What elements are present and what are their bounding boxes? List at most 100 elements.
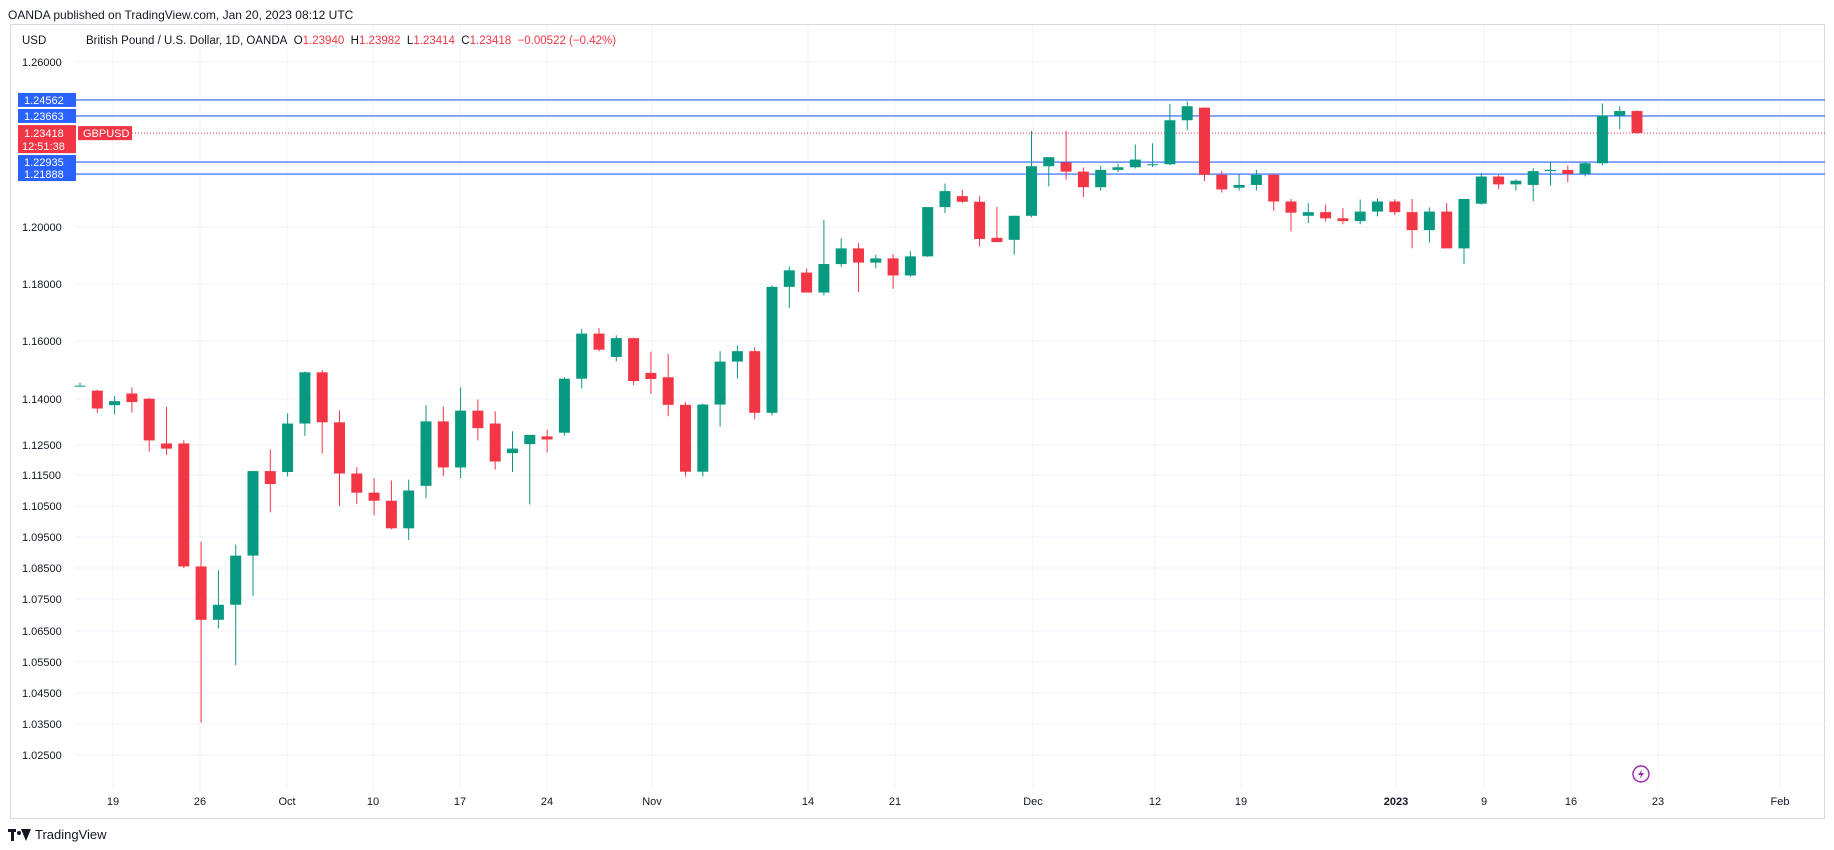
candle	[610, 335, 622, 362]
x-tick-label: 9	[1481, 796, 1487, 808]
level-tag: 1.22935	[24, 157, 64, 169]
candle-body	[1181, 106, 1193, 121]
candle	[939, 183, 951, 213]
candle	[1423, 207, 1435, 243]
candle-body	[541, 436, 553, 440]
x-tick-label: 21	[889, 796, 901, 808]
candle-body	[212, 604, 224, 620]
candle-body	[818, 264, 830, 293]
candle	[1545, 162, 1556, 186]
x-tick-label: 26	[194, 796, 206, 808]
candle-body	[1372, 201, 1383, 212]
candle	[904, 251, 916, 277]
candle-body	[853, 248, 864, 263]
candle-body	[299, 372, 311, 424]
candle-body	[939, 191, 951, 208]
candle	[472, 399, 484, 441]
candle-body	[1441, 211, 1453, 249]
candle	[178, 440, 190, 568]
candle	[680, 402, 691, 477]
candle	[662, 354, 674, 417]
high-label: H	[350, 35, 359, 47]
candle-body	[1458, 198, 1470, 249]
candle	[887, 254, 899, 289]
candle-body	[368, 492, 380, 501]
candle	[109, 396, 121, 415]
level-tag: 1.21888	[24, 169, 64, 181]
candle-body	[1285, 201, 1297, 213]
candle-body	[1095, 169, 1107, 188]
candle-body	[1008, 215, 1020, 240]
candle	[801, 268, 813, 293]
candle-body	[1406, 212, 1418, 231]
candle-body	[887, 258, 899, 276]
candle-body	[680, 404, 691, 472]
candle	[645, 351, 657, 394]
candle	[922, 207, 934, 257]
candle-body	[576, 333, 588, 379]
level-tag-bg	[18, 92, 76, 107]
candle-body	[1527, 171, 1539, 185]
lightning-icon[interactable]	[1632, 765, 1650, 783]
candles-layer	[74, 101, 1643, 723]
candle-body	[1199, 107, 1210, 175]
candle-body	[109, 401, 121, 406]
level-tag-bg	[18, 155, 76, 170]
level-tag: 1.24562	[24, 95, 64, 107]
candle-body	[282, 423, 294, 472]
candle-body	[316, 372, 328, 423]
x-tick-label: 23	[1652, 796, 1664, 808]
candle	[1458, 198, 1470, 265]
candle-body	[870, 258, 882, 263]
candle	[1268, 173, 1280, 211]
low-value: 1.23414	[413, 35, 455, 47]
y-tick-label: 1.18000	[22, 279, 62, 291]
candle-body	[1631, 111, 1643, 133]
candle	[766, 285, 778, 416]
high-value: 1.23982	[358, 35, 401, 47]
publication-attribution: OANDA published on TradingView.com, Jan …	[8, 8, 354, 22]
candle	[749, 347, 761, 420]
candle	[74, 382, 86, 387]
currency-label: USD	[22, 35, 47, 47]
candle-body	[195, 566, 207, 620]
candle	[714, 351, 726, 427]
brand-label: TradingView	[35, 827, 107, 842]
low-label: L	[406, 35, 414, 47]
candle-body	[1268, 174, 1280, 202]
candle	[1008, 215, 1020, 255]
candle	[1441, 203, 1453, 249]
candle	[212, 570, 224, 629]
y-tick-label: 1.08500	[22, 563, 62, 575]
candle	[1631, 110, 1643, 134]
chart-frame[interactable]	[10, 24, 1825, 819]
candle	[1372, 198, 1383, 217]
candle-body	[974, 201, 986, 239]
candle	[1199, 107, 1210, 182]
candle-body	[230, 555, 242, 605]
candle-body	[801, 272, 813, 293]
candle	[403, 479, 415, 541]
current-price-tag: 1.23418	[24, 128, 64, 140]
x-tick-label: 2023	[1384, 796, 1408, 808]
candle	[1285, 198, 1297, 232]
candle	[1147, 143, 1159, 168]
candle	[1095, 165, 1107, 191]
candle-body	[1250, 174, 1262, 185]
y-tick-label: 1.09500	[22, 532, 62, 544]
x-tick-label: 19	[107, 796, 119, 808]
candle-body	[1510, 180, 1522, 185]
x-tick-label: 24	[541, 796, 553, 808]
candle	[1406, 198, 1418, 249]
candle-body	[1129, 159, 1141, 168]
symbol-name: British Pound / U.S. Dollar, 1D, OANDA	[86, 35, 288, 47]
x-tick-label: 17	[454, 796, 466, 808]
candle-body	[403, 490, 415, 529]
candle-body	[662, 377, 674, 405]
footer-brand[interactable]: TradingView	[8, 827, 107, 842]
candle-body	[455, 410, 467, 468]
x-tick-label: Nov	[642, 796, 662, 808]
candle	[783, 266, 795, 309]
time-axis: 19 26 Oct 10 17 24 Nov 14 21 Dec 12 19 2023 9 16 23 Feb	[107, 796, 1790, 808]
